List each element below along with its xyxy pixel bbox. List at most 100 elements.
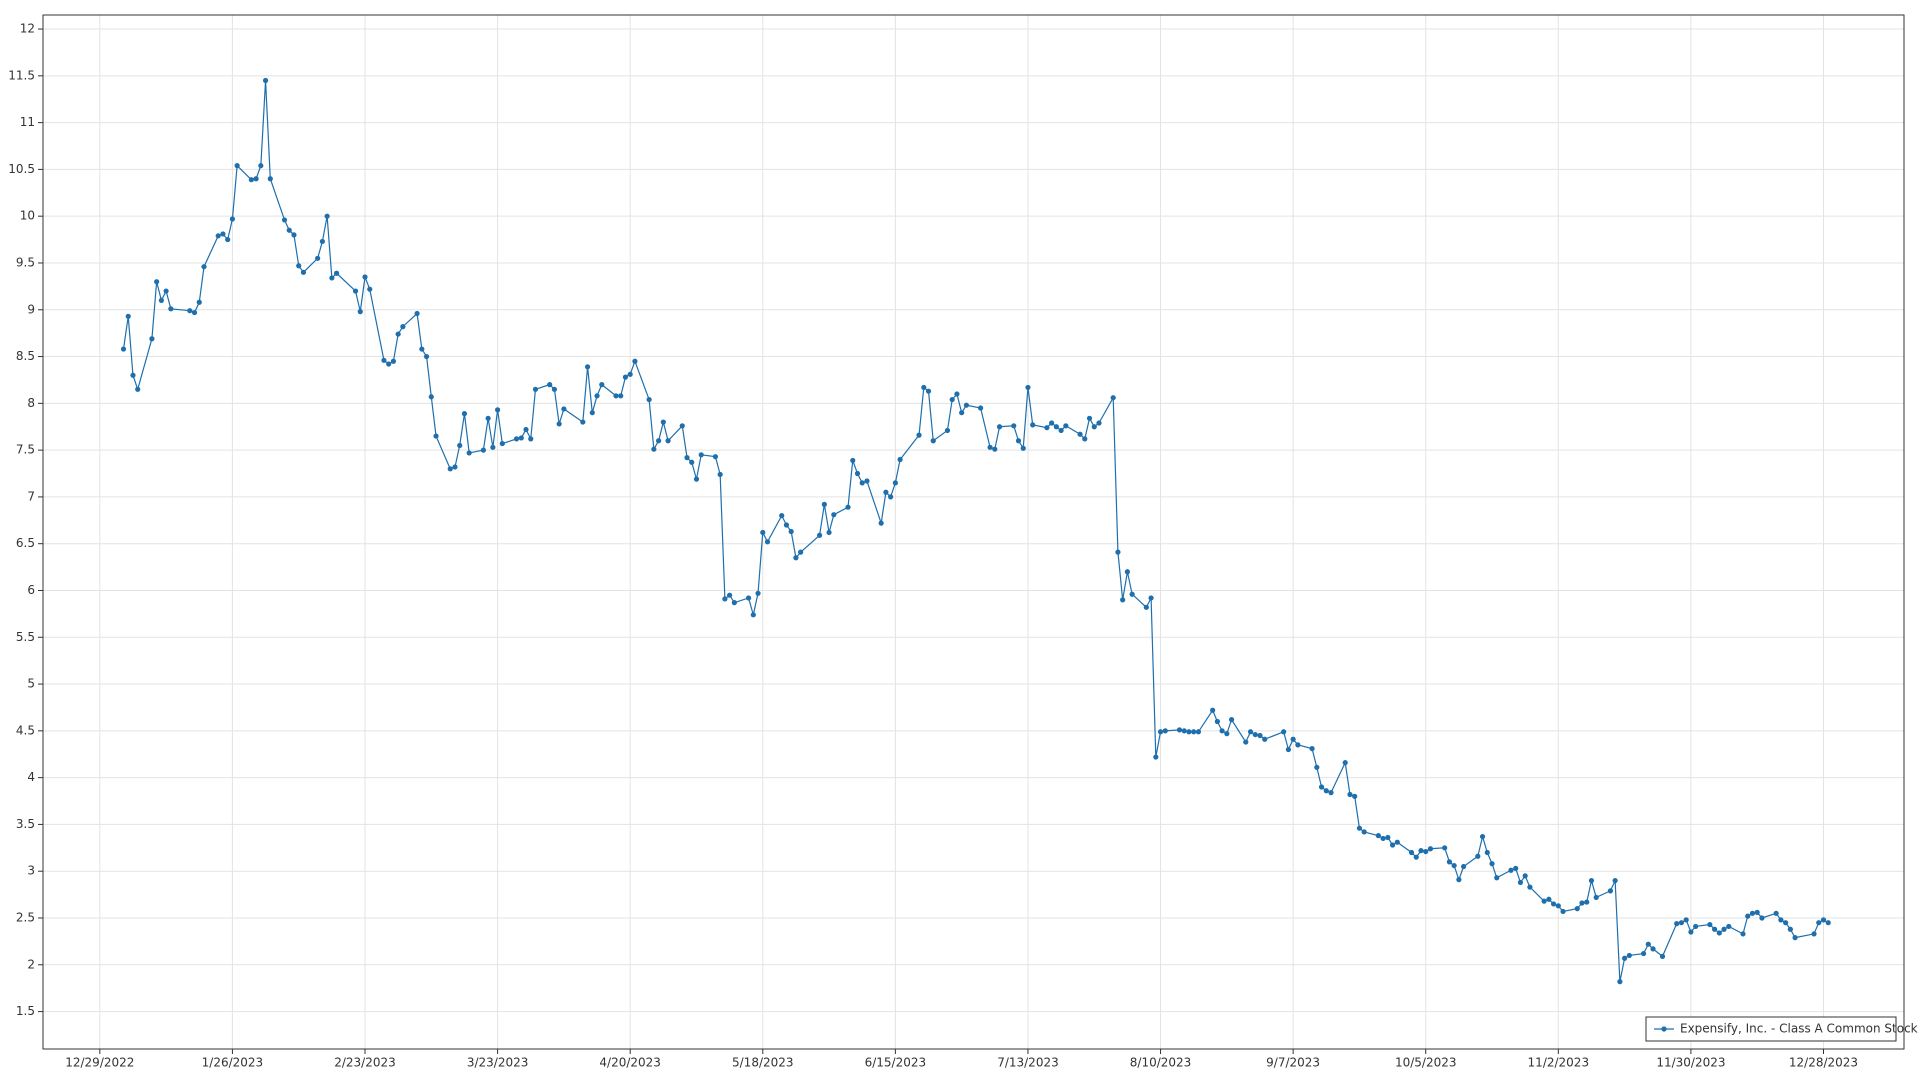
data-point — [992, 446, 998, 452]
data-point — [1749, 910, 1756, 916]
legend: Expensify, Inc. - Class A Common Stock — [1645, 1016, 1918, 1042]
data-point — [1356, 825, 1363, 831]
data-point — [1153, 754, 1159, 760]
data-point — [622, 374, 629, 380]
data-point — [485, 415, 491, 421]
data-point — [381, 357, 387, 363]
data-point — [727, 592, 733, 598]
data-point — [461, 411, 468, 417]
data-point — [665, 438, 671, 444]
y-tick-label: 11.5 — [8, 68, 35, 82]
data-point — [1451, 862, 1457, 869]
data-point — [149, 336, 155, 342]
plot-frame — [42, 14, 1905, 1050]
data-point — [1186, 729, 1192, 735]
data-point — [1110, 395, 1116, 401]
data-point — [1479, 833, 1486, 840]
data-point — [428, 394, 434, 400]
x-tick-label: 9/7/2023 — [1266, 1056, 1320, 1070]
data-point — [262, 77, 269, 84]
data-point — [1243, 739, 1249, 745]
data-point — [1361, 829, 1367, 835]
data-point — [826, 529, 832, 536]
data-point — [1711, 926, 1718, 932]
data-point — [1659, 953, 1666, 959]
x-tick-label: 3/23/2023 — [467, 1056, 529, 1070]
data-point — [660, 419, 666, 425]
data-point — [1754, 909, 1760, 915]
data-point — [793, 555, 799, 561]
data-point — [1489, 861, 1495, 867]
data-point — [163, 288, 169, 294]
data-point — [978, 405, 984, 411]
data-point — [1550, 901, 1557, 907]
data-point — [584, 364, 591, 370]
data-point — [1683, 917, 1689, 923]
data-point — [930, 438, 936, 444]
data-point — [225, 236, 231, 243]
data-point — [319, 238, 325, 245]
data-point — [1446, 859, 1453, 865]
data-point — [1622, 955, 1628, 961]
x-tick-label: 12/29/2022 — [65, 1056, 134, 1070]
data-point — [480, 447, 486, 453]
data-point — [1442, 845, 1448, 851]
data-point — [959, 410, 965, 416]
y-tick-label: 1.5 — [16, 1004, 35, 1018]
y-tick-label: 8.5 — [16, 349, 35, 363]
data-point — [684, 455, 690, 461]
y-tick-label: 9.5 — [16, 255, 35, 269]
data-point — [1290, 736, 1296, 742]
y-tick-label: 6.5 — [16, 536, 35, 550]
data-point — [158, 297, 164, 304]
data-point — [954, 391, 960, 397]
data-point — [1281, 729, 1287, 735]
y-tick-label: 2 — [27, 957, 35, 971]
data-point — [1560, 908, 1566, 915]
data-point — [120, 346, 127, 352]
data-point — [1579, 900, 1585, 906]
data-point — [1191, 729, 1197, 735]
y-tick-label: 5 — [27, 677, 35, 691]
legend-marker — [1661, 1026, 1667, 1032]
data-point — [1195, 729, 1202, 735]
data-point — [1461, 863, 1467, 870]
data-point — [655, 438, 662, 444]
data-point — [296, 263, 302, 269]
data-point — [1077, 431, 1083, 437]
data-point — [1285, 746, 1292, 753]
data-point — [854, 470, 861, 477]
data-point — [764, 539, 771, 545]
data-point — [589, 410, 595, 416]
data-point — [1678, 920, 1685, 926]
data-point — [1157, 729, 1164, 735]
data-point — [1025, 384, 1031, 391]
x-tick-label: 8/10/2023 — [1130, 1056, 1192, 1070]
data-point — [423, 353, 430, 360]
data-point — [518, 435, 524, 441]
x-tick-label: 10/5/2023 — [1395, 1056, 1457, 1070]
data-point — [1508, 867, 1514, 873]
data-point — [1143, 604, 1149, 610]
data-point — [125, 313, 131, 319]
y-tick-label: 4.5 — [16, 723, 35, 737]
data-point — [191, 309, 198, 316]
data-point — [234, 163, 240, 169]
data-point — [253, 176, 259, 182]
y-tick-label: 2.5 — [16, 910, 35, 924]
data-point — [1162, 728, 1168, 734]
y-tick-label: 4 — [27, 770, 35, 784]
data-point — [168, 306, 174, 312]
data-point — [1522, 873, 1528, 879]
data-point — [1427, 846, 1434, 852]
data-point — [779, 513, 785, 519]
data-point — [267, 176, 273, 182]
data-point — [1740, 931, 1746, 937]
data-point — [996, 424, 1003, 430]
data-point — [1475, 853, 1481, 859]
legend-box — [1645, 1016, 1897, 1042]
data-point — [1413, 854, 1419, 860]
data-point — [1380, 835, 1386, 842]
data-point — [466, 450, 472, 456]
